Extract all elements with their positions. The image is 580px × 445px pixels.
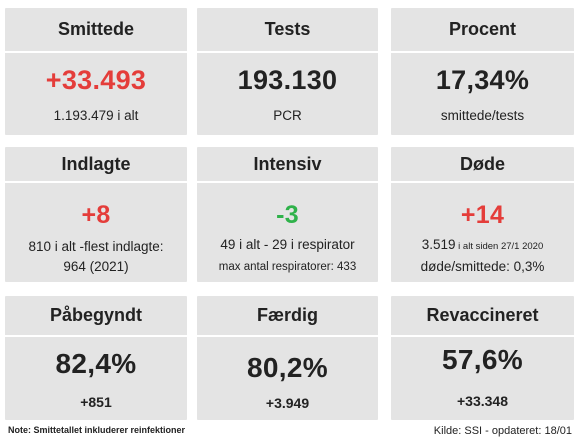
card-smittede: Smittede +33.493 1.193.479 i alt — [5, 8, 187, 135]
card-title: Påbegyndt — [5, 296, 187, 337]
card-title: Døde — [391, 147, 574, 183]
card-subtext: +33.348 — [457, 393, 508, 409]
card-value: 193.130 — [237, 65, 338, 95]
card-subtext-1: 49 i alt - 29 i respirator — [220, 237, 355, 252]
card-value: -3 — [276, 201, 299, 229]
card-subtext-2: 964 (2021) — [63, 259, 129, 274]
card-title: Intensiv — [197, 147, 378, 183]
card-value: +8 — [81, 201, 111, 229]
card-faerdig: Færdig 80,2% +3.949 — [197, 296, 378, 420]
card-value: +14 — [460, 201, 505, 229]
footer: Note: Smittetallet inkluderer reinfektio… — [8, 425, 572, 441]
card-subtext: +851 — [80, 394, 112, 410]
card-subtext-2: max antal respiratorer: 433 — [218, 261, 357, 273]
card-title: Tests — [197, 8, 378, 53]
stats-grid: Smittede +33.493 1.193.479 i alt Tests 1… — [5, 8, 574, 420]
footer-note: Note: Smittetallet inkluderer reinfektio… — [8, 425, 186, 435]
deaths-since-note: i alt siden 27/1 2020 — [455, 241, 544, 252]
card-title: Revaccineret — [391, 296, 574, 337]
card-subtext-1: 3.519 i alt siden 27/1 2020 — [391, 235, 574, 256]
card-indlagte: Indlagte +8 810 i alt -flest indlagte: 9… — [5, 147, 187, 282]
card-doede: Døde +14 3.519 i alt siden 27/1 2020 død… — [391, 147, 574, 282]
card-subtext-2: døde/smittede: 0,3% — [420, 259, 545, 274]
card-value: +33.493 — [45, 65, 147, 95]
card-procent: Procent 17,34% smittede/tests — [391, 8, 574, 135]
card-revaccineret: Revaccineret 57,6% +33.348 — [391, 296, 574, 420]
card-subtext: +3.949 — [265, 395, 310, 411]
card-paabegyndt: Påbegyndt 82,4% +851 — [5, 296, 187, 420]
card-subtext: 1.193.479 i alt — [53, 108, 139, 123]
card-value: 57,6% — [442, 344, 523, 375]
card-value: 82,4% — [55, 348, 137, 379]
card-title: Færdig — [197, 296, 378, 337]
card-title: Indlagte — [5, 147, 187, 183]
footer-source: Kilde: SSI - opdateret: 18/01 — [433, 425, 572, 437]
card-title: Smittede — [5, 8, 187, 53]
card-tests: Tests 193.130 PCR — [197, 8, 378, 135]
card-value: 17,34% — [435, 65, 530, 95]
card-subtext: PCR — [273, 108, 302, 123]
card-value: 80,2% — [247, 352, 328, 383]
card-title: Procent — [391, 8, 574, 53]
deaths-total: 3.519 — [421, 237, 456, 252]
card-subtext: smittede/tests — [440, 108, 525, 123]
card-intensiv: Intensiv -3 49 i alt - 29 i respirator m… — [197, 147, 378, 282]
card-subtext-1: 810 i alt -flest indlagte: — [28, 239, 164, 254]
